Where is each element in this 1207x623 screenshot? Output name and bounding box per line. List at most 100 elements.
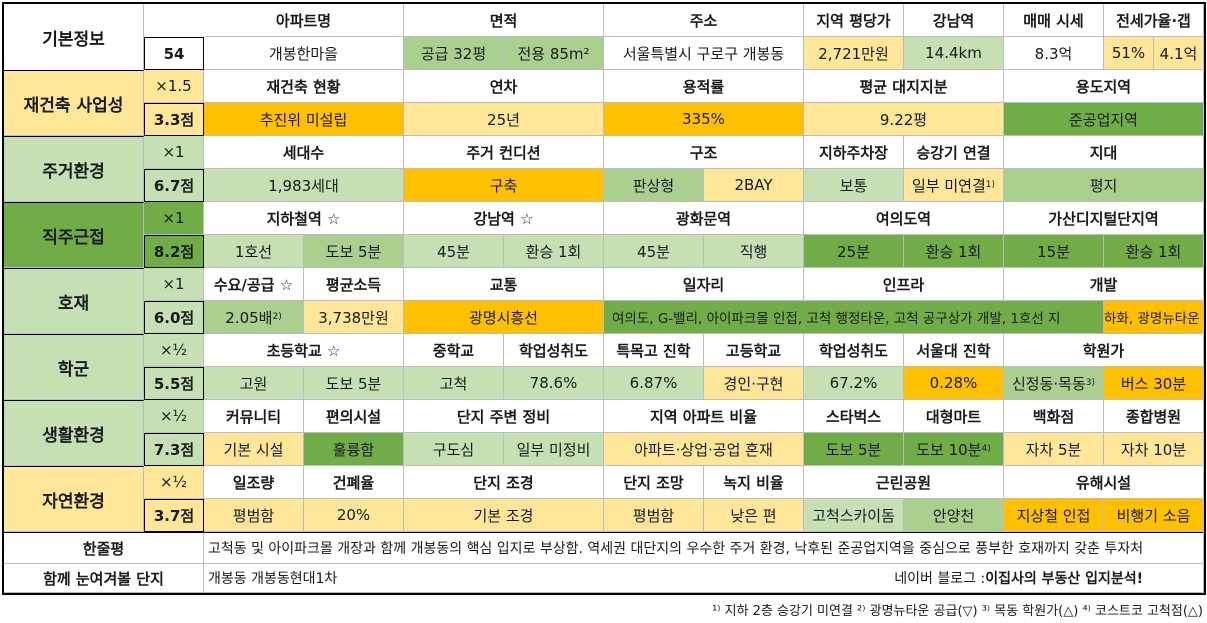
header-landscape: 단지 조경 <box>404 466 604 499</box>
park-anyangcheon: 안양천 <box>904 499 1004 532</box>
header-parking: 지하주차장 <box>804 136 904 169</box>
jeonse-gap: 4.1억 <box>1154 37 1204 70</box>
park-gocheok: 고척스카이돔 <box>804 499 904 532</box>
header-hospital: 종합병원 <box>1104 400 1204 433</box>
header-amenities: 편의시설 <box>304 400 404 433</box>
terrain: 평지 <box>1004 169 1204 202</box>
header-academy: 학원가 <box>1004 334 1204 367</box>
middle-name: 고척 <box>404 367 504 400</box>
green-ratio: 낮은 편 <box>704 499 804 532</box>
elevator: 일부 미연결 1) <box>904 169 1004 202</box>
yeouido-transfer: 환승 1회 <box>904 235 1004 268</box>
header-age: 연차 <box>404 70 604 103</box>
summary-text: 고척동 및 아이파크몰 개장과 함께 개봉동의 핵심 입지로 부상함. 역세권 … <box>204 532 1204 564</box>
header-achievement-middle: 학업성취도 <box>504 334 604 367</box>
surroundings-status: 일부 미정비 <box>504 433 604 466</box>
academy-area: 신정동·목동 3) <box>1004 367 1104 400</box>
header-structure: 구조 <box>604 136 804 169</box>
mart-distance: 도보 10분 4) <box>904 433 1004 466</box>
floor-area-ratio: 335% <box>604 103 804 136</box>
parking: 보통 <box>804 169 904 202</box>
related-label: 함께 눈여겨볼 단지 <box>4 564 204 593</box>
development-text: 하화, 광명뉴타운 <box>1104 301 1204 334</box>
area-supply: 공급 32평 <box>404 37 504 70</box>
apt-name: 개봉한마을 <box>204 37 404 70</box>
header-coverage: 건폐율 <box>304 466 404 499</box>
structure-bay: 2BAY <box>704 169 804 202</box>
header-special-high: 특목고 진학 <box>604 334 704 367</box>
related-text: 개봉동 개봉동현대1차 <box>204 564 804 593</box>
school-score: 5.5점 <box>144 367 204 400</box>
sale-price: 8.3억 <box>1004 37 1104 70</box>
academy-value: 신정동·목동 <box>1011 374 1086 393</box>
header-infra: 인프라 <box>804 268 1004 301</box>
traffic-plan: 광명시흥선 <box>404 301 604 334</box>
amenities: 훌륭함 <box>304 433 404 466</box>
header-price: 지역 평당가 <box>804 4 904 37</box>
location-analysis-table: 기본정보 54 아파트명 면적 주소 지역 평당가 강남역 매매 시세 전세가율… <box>2 2 1206 595</box>
elementary-walk: 도보 5분 <box>304 367 404 400</box>
footnote-mark-3: 3) <box>1085 378 1096 388</box>
header-subway: 지하철역 ☆ <box>204 202 404 235</box>
footnotes: ¹⁾ 지하 2층 승강기 미연결 ²⁾ 광명뉴타운 공급(▽) ³⁾ 목동 학원… <box>712 604 1203 619</box>
dev-mult: ×1 <box>144 268 204 301</box>
header-area: 면적 <box>404 4 604 37</box>
school-label: 학군 <box>4 334 144 400</box>
header-snu: 서울대 진학 <box>904 334 1004 367</box>
header-elementary: 초등학교 ☆ <box>204 334 404 367</box>
area-exclusive: 전용 85m² <box>504 37 604 70</box>
header-community: 커뮤니티 <box>204 400 304 433</box>
living-mult: ×1 <box>144 136 204 169</box>
commute-score: 8.2점 <box>144 235 204 268</box>
life-score: 7.3점 <box>144 433 204 466</box>
footnote-mark-1: 1) <box>985 180 996 190</box>
nature-score: 3.7점 <box>144 499 204 532</box>
header-development: 개발 <box>1004 268 1204 301</box>
header-green-ratio: 녹지 비율 <box>704 466 804 499</box>
hospital-distance: 자차 10분 <box>1104 433 1204 466</box>
living-label: 주거환경 <box>4 136 144 202</box>
dev-label: 호재 <box>4 268 144 334</box>
supply-value: 2.05배 <box>225 308 273 327</box>
starbucks-distance: 도보 5분 <box>804 433 904 466</box>
middle-achievement: 78.6% <box>504 367 604 400</box>
jobs-infra-text: 여의도, G-밸리, 아이파크몰 인접, 고척 행정타운, 고척 공구상가 개발… <box>604 301 1104 334</box>
header-jobs: 일자리 <box>604 268 804 301</box>
header-hazards: 유해시설 <box>1004 466 1204 499</box>
sunlight: 평범함 <box>204 499 304 532</box>
header-middle: 중학교 <box>404 334 504 367</box>
households: 1,983세대 <box>204 169 404 202</box>
condition: 구축 <box>404 169 604 202</box>
apt-ratio: 아파트·상업·공업 혼재 <box>604 433 804 466</box>
header-gwanghwamun: 광화문역 <box>604 202 804 235</box>
header-sunlight: 일조량 <box>204 466 304 499</box>
hazard-railway: 지상철 인접 <box>1004 499 1104 532</box>
landscape: 기본 조경 <box>404 499 604 532</box>
subway-walk: 도보 5분 <box>304 235 404 268</box>
header-zoning: 용도지역 <box>1004 70 1204 103</box>
gangnam-distance: 14.4km <box>904 37 1004 70</box>
blog-prefix: 네이버 블로그 : <box>894 571 986 587</box>
supply-ratio: 2.05배 2) <box>204 301 304 334</box>
header-gasan: 가산디지털단지역 <box>1004 202 1204 235</box>
special-high-rate: 6.87% <box>604 367 704 400</box>
jeonse-rate: 51% <box>1104 37 1154 70</box>
elementary-name: 고원 <box>204 367 304 400</box>
header-surroundings: 단지 주변 정비 <box>404 400 604 433</box>
header-condition: 주거 컨디션 <box>404 136 604 169</box>
header-starbucks: 스타벅스 <box>804 400 904 433</box>
zoning: 준공업지역 <box>1004 103 1204 136</box>
community: 기본 시설 <box>204 433 304 466</box>
yeouido-time: 25분 <box>804 235 904 268</box>
header-jeonse: 전세가율·갭 <box>1104 4 1204 37</box>
header-apt-ratio: 지역 아파트 비율 <box>604 400 804 433</box>
header-park: 근린공원 <box>804 466 1004 499</box>
building-age: 25년 <box>404 103 604 136</box>
structure-type: 판상형 <box>604 169 704 202</box>
gasan-transfer: 환승 1회 <box>1104 235 1204 268</box>
life-label: 생활환경 <box>4 400 144 466</box>
header-address: 주소 <box>604 4 804 37</box>
header-income: 평균소득 <box>304 268 404 301</box>
footnote-mark-4: 4) <box>981 444 991 454</box>
gwanghwamun-time: 45분 <box>604 235 704 268</box>
